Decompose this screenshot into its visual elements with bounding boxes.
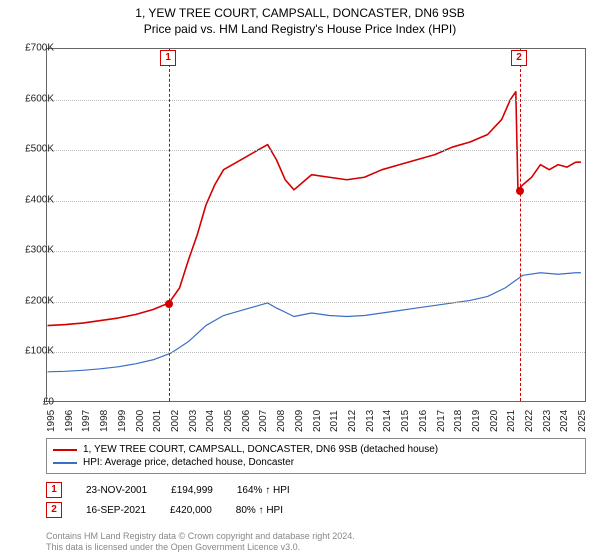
x-axis-label: 2017 xyxy=(436,410,447,432)
x-axis-label: 2004 xyxy=(205,410,216,432)
x-axis-label: 2002 xyxy=(170,410,181,432)
x-axis-label: 2015 xyxy=(400,410,411,432)
y-axis-label: £300K xyxy=(10,245,54,256)
sale-hpi-1: 164% ↑ HPI xyxy=(237,485,290,496)
y-axis-label: £0 xyxy=(10,397,54,408)
y-axis-label: £200K xyxy=(10,295,54,306)
sale-marker-box: 2 xyxy=(511,50,527,66)
x-axis-label: 2005 xyxy=(223,410,234,432)
legend: 1, YEW TREE COURT, CAMPSALL, DONCASTER, … xyxy=(46,438,586,474)
y-axis-label: £100K xyxy=(10,346,54,357)
x-axis-label: 2003 xyxy=(188,410,199,432)
gridline xyxy=(47,201,585,202)
x-axis-label: 2009 xyxy=(294,410,305,432)
x-axis-label: 2011 xyxy=(329,410,340,432)
legend-row-hpi: HPI: Average price, detached house, Donc… xyxy=(53,456,579,469)
gridline xyxy=(47,302,585,303)
footnote: Contains HM Land Registry data © Crown c… xyxy=(46,531,355,554)
sale-dot xyxy=(165,300,173,308)
x-axis-label: 2001 xyxy=(152,410,163,432)
sale-price-2: £420,000 xyxy=(170,505,212,516)
footnote-line1: Contains HM Land Registry data © Crown c… xyxy=(46,531,355,541)
y-axis-label: £700K xyxy=(10,43,54,54)
sale-marker-1: 1 xyxy=(46,482,62,498)
sale-price-1: £194,999 xyxy=(171,485,213,496)
x-axis-label: 2007 xyxy=(258,410,269,432)
legend-label-hpi: HPI: Average price, detached house, Donc… xyxy=(83,457,294,468)
x-axis-label: 2006 xyxy=(241,410,252,432)
sale-vline xyxy=(169,49,170,401)
x-axis-label: 2022 xyxy=(524,410,535,432)
sale-row-1: 1 23-NOV-2001 £194,999 164% ↑ HPI xyxy=(46,482,290,498)
footnote-line2: This data is licensed under the Open Gov… xyxy=(46,542,300,552)
sale-date-2: 16-SEP-2021 xyxy=(86,505,146,516)
x-axis-label: 2013 xyxy=(365,410,376,432)
x-axis-label: 2014 xyxy=(382,410,393,432)
chart-subtitle: Price paid vs. HM Land Registry's House … xyxy=(0,20,600,36)
x-axis-label: 2012 xyxy=(347,410,358,432)
sale-marker-box: 1 xyxy=(160,50,176,66)
x-axis-label: 2008 xyxy=(276,410,287,432)
gridline xyxy=(47,352,585,353)
gridline xyxy=(47,150,585,151)
y-axis-label: £400K xyxy=(10,194,54,205)
sale-date-1: 23-NOV-2001 xyxy=(86,485,147,496)
x-axis-label: 1995 xyxy=(46,410,57,432)
x-axis-label: 2000 xyxy=(135,410,146,432)
chart-plot-area xyxy=(46,48,586,402)
x-axis-label: 2021 xyxy=(506,410,517,432)
sale-vline xyxy=(520,49,521,401)
sale-marker-2: 2 xyxy=(46,502,62,518)
legend-swatch-property xyxy=(53,449,77,451)
sale-row-2: 2 16-SEP-2021 £420,000 80% ↑ HPI xyxy=(46,502,283,518)
gridline xyxy=(47,251,585,252)
x-axis-label: 1996 xyxy=(64,410,75,432)
x-axis-label: 2010 xyxy=(312,410,323,432)
x-axis-label: 2016 xyxy=(418,410,429,432)
chart-lines-layer xyxy=(47,49,585,401)
sale-dot xyxy=(516,187,524,195)
x-axis-label: 1999 xyxy=(117,410,128,432)
x-axis-label: 2018 xyxy=(453,410,464,432)
chart-title: 1, YEW TREE COURT, CAMPSALL, DONCASTER, … xyxy=(0,0,600,20)
gridline xyxy=(47,100,585,101)
legend-label-property: 1, YEW TREE COURT, CAMPSALL, DONCASTER, … xyxy=(83,444,438,455)
legend-row-property: 1, YEW TREE COURT, CAMPSALL, DONCASTER, … xyxy=(53,443,579,456)
x-axis-label: 2019 xyxy=(471,410,482,432)
y-axis-label: £500K xyxy=(10,144,54,155)
x-axis-label: 2025 xyxy=(577,410,588,432)
x-axis-label: 2024 xyxy=(559,410,570,432)
x-axis-label: 2020 xyxy=(489,410,500,432)
legend-swatch-hpi xyxy=(53,462,77,464)
sale-hpi-2: 80% ↑ HPI xyxy=(236,505,283,516)
x-axis-label: 2023 xyxy=(542,410,553,432)
y-axis-label: £600K xyxy=(10,93,54,104)
x-axis-label: 1998 xyxy=(99,410,110,432)
x-axis-label: 1997 xyxy=(81,410,92,432)
